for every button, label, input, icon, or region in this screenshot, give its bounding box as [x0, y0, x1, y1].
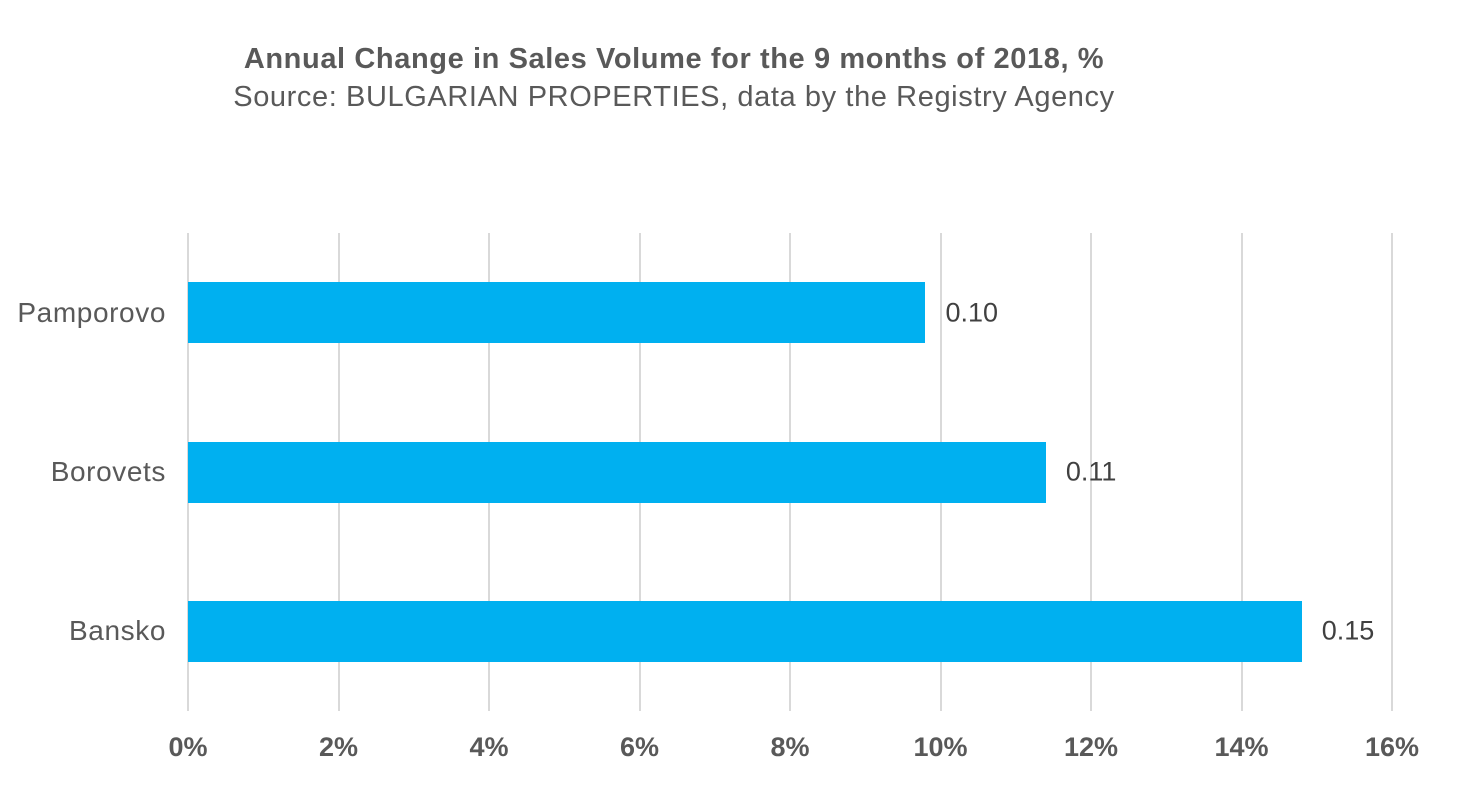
x-tick-label: 10%	[913, 732, 968, 762]
gridline	[1090, 233, 1092, 711]
bar-bansko	[188, 600, 1302, 662]
x-tick-label: 2%	[318, 732, 359, 762]
x-tick-label: 16%	[1364, 732, 1420, 762]
x-tick-label: 6%	[619, 732, 660, 762]
x-tick-label: 4%	[469, 732, 509, 762]
bar-borovets	[188, 441, 1046, 503]
data-label: 0.11	[1065, 456, 1117, 487]
chart-title-block: Annual Change in Sales Volume for the 9 …	[0, 40, 1348, 116]
x-tick-label: 12%	[1063, 732, 1119, 762]
bar-pamporovo	[188, 282, 926, 344]
x-tick-label: 8%	[770, 732, 810, 762]
chart-title: Annual Change in Sales Volume for the 9 …	[243, 43, 1105, 75]
gridline	[1391, 233, 1393, 711]
data-label: 0.10	[945, 297, 998, 328]
chart-subtitle: Source: BULGARIAN PROPERTIES, data by th…	[233, 81, 1115, 113]
category-label-pamporovo: Pamporovo	[17, 296, 166, 328]
x-tick-label: 0%	[168, 732, 208, 762]
x-tick-label: 14%	[1214, 732, 1269, 762]
gridline	[1240, 233, 1243, 711]
value-axis: 0% 2% 4% 6% 8% 10% 12% 14% 16%	[168, 726, 1419, 768]
category-axis: Pamporovo Borovets Bansko	[0, 233, 166, 711]
category-label-borovets: Borovets	[50, 456, 166, 487]
data-label: 0.15	[1321, 615, 1375, 646]
category-label-bansko: Bansko	[69, 615, 166, 647]
plot-area: 0.10 0.11 0.15	[187, 233, 1393, 711]
